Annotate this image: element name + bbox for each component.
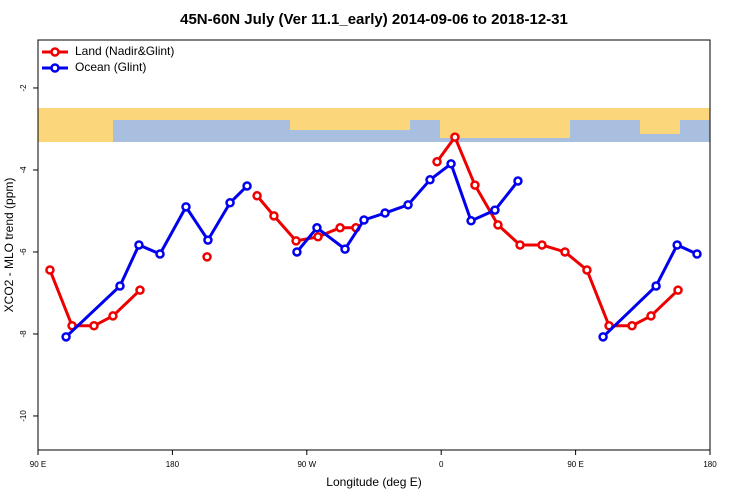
data-point [380, 208, 390, 218]
y-tick-label: -4 [19, 166, 28, 174]
y-axis-label: XCO2 - MLO trend (ppm) [2, 178, 16, 313]
data-point [45, 265, 55, 275]
series-line [435, 134, 680, 328]
data-point [292, 247, 302, 257]
data-point [340, 244, 350, 254]
data-point [425, 175, 435, 185]
data-point [692, 249, 702, 259]
legend-marker [50, 63, 60, 73]
map-band [38, 108, 710, 142]
legend-label: Ocean (Glint) [75, 60, 146, 74]
data-point [493, 220, 503, 230]
data-point [651, 281, 661, 291]
data-point [312, 223, 322, 233]
data-point [537, 240, 547, 250]
data-point [108, 311, 118, 321]
x-tick-label: 180 [703, 460, 717, 469]
y-tick-label: -2 [19, 84, 28, 92]
data-point [627, 321, 637, 331]
plot-frame [37, 39, 711, 451]
data-point [672, 240, 682, 250]
data-point [181, 202, 191, 212]
series-line [602, 243, 698, 338]
y-tick-label: -10 [19, 410, 28, 422]
data-point [598, 332, 608, 342]
data-point [432, 157, 442, 167]
data-point [61, 332, 71, 342]
data-point [313, 232, 323, 242]
data-point [470, 180, 480, 190]
data-point [202, 252, 212, 262]
data-point [135, 285, 145, 295]
data-point [335, 223, 345, 233]
series-line [65, 184, 249, 338]
x-tick-label: 0 [439, 460, 444, 469]
legend-marker [50, 47, 60, 57]
data-point [269, 211, 279, 221]
data-point [225, 198, 235, 208]
data-point [242, 181, 252, 191]
data-point [582, 265, 592, 275]
data-point [203, 235, 213, 245]
y-tick-label: -8 [19, 330, 28, 338]
data-point [515, 240, 525, 250]
data-point [673, 285, 683, 295]
data-point [450, 132, 460, 142]
data-point [466, 216, 476, 226]
legend-label: Land (Nadir&Glint) [75, 44, 174, 58]
x-tick-label: 90 E [567, 460, 583, 469]
data-point [490, 205, 500, 215]
chart-title: 45N-60N July (Ver 11.1_early) 2014-09-06… [180, 11, 568, 28]
data-point [560, 247, 570, 257]
data-point [155, 249, 165, 259]
x-tick-label: 90 E [30, 460, 46, 469]
data-point [513, 176, 523, 186]
data-point [89, 321, 99, 331]
data-point [446, 159, 456, 169]
data-point [252, 191, 262, 201]
x-tick-label: 90 W [297, 460, 316, 469]
y-tick-label: -6 [19, 248, 28, 256]
data-point [646, 311, 656, 321]
x-axis-label: Longitude (deg E) [326, 475, 421, 489]
data-point [359, 215, 369, 225]
data-point [403, 200, 413, 210]
data-point [134, 240, 144, 250]
x-tick-label: 180 [166, 460, 180, 469]
series-line [48, 269, 142, 328]
data-point [115, 281, 125, 291]
data-point [291, 236, 301, 246]
